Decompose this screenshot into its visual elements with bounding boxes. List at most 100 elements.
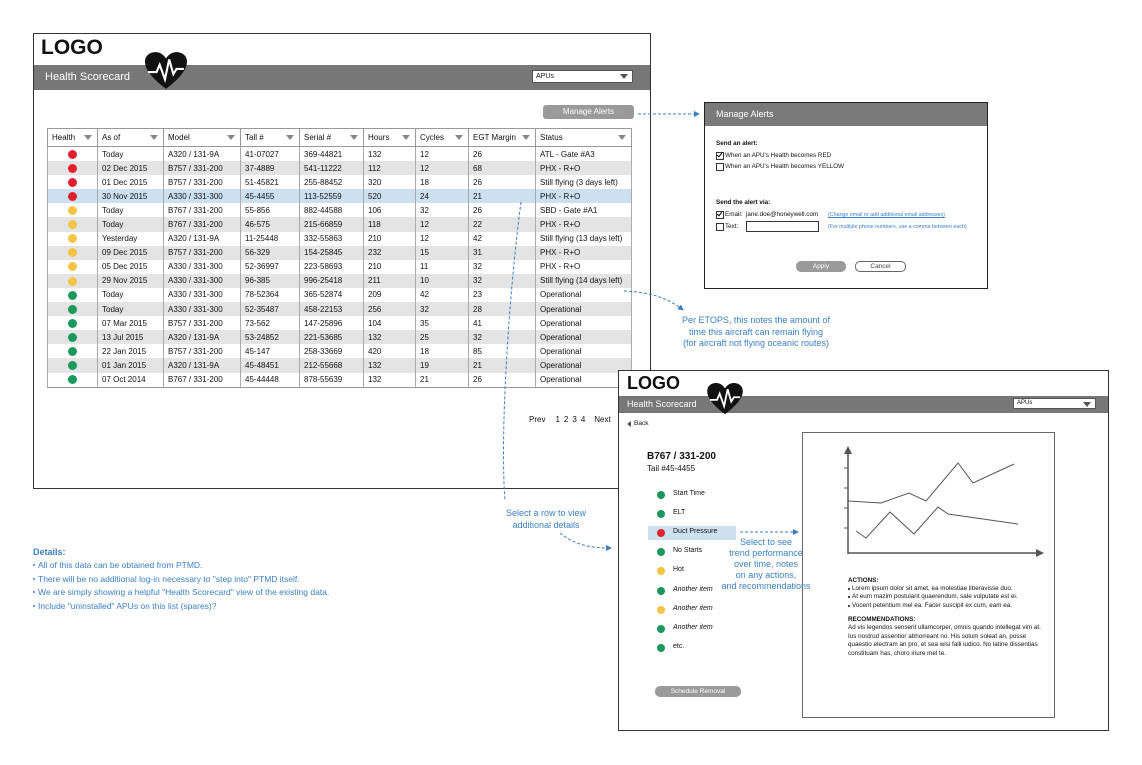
prev-link[interactable]: Prev	[529, 415, 546, 424]
page-link[interactable]: 3	[572, 415, 577, 424]
detail-item[interactable]: ELT	[673, 509, 686, 517]
column-header[interactable]: Serial #	[299, 128, 364, 147]
detail-item[interactable]: etc.	[673, 642, 685, 650]
annotation-text: trend performance	[729, 548, 803, 558]
alert-checkbox[interactable]	[716, 152, 724, 160]
health-cell	[47, 344, 98, 359]
health-cell	[47, 231, 98, 246]
detail-item[interactable]: Another item	[673, 585, 713, 593]
table-cell: 215-66859	[299, 217, 364, 232]
detail-item[interactable]: Hot	[673, 566, 684, 574]
page-link[interactable]: 1	[555, 415, 560, 424]
chart-panel	[802, 432, 1055, 718]
table-cell: B757 / 331-200	[163, 316, 241, 331]
actions-title: ACTIONS:	[848, 577, 879, 584]
column-header[interactable]: Hours	[363, 128, 416, 147]
back-link[interactable]: Back	[634, 420, 649, 427]
table-row[interactable]: 07 Oct 2014 B767 / 331-200 45-44448 878-556…	[47, 372, 632, 388]
change-email-link[interactable]: (Change email or add additional email ad…	[828, 212, 945, 218]
trend-chart	[844, 446, 1044, 557]
health-dot	[68, 290, 77, 300]
table-row[interactable]: Today A330 / 331-300 52-35487 458-22153 256 3…	[47, 302, 632, 317]
schedule-removal-button[interactable]: Schedule Removal	[655, 686, 741, 697]
table-row[interactable]: Today A320 / 131-9A 41-07027 369-44821 132 12…	[47, 146, 632, 162]
pagination: Prev 1 2 3 4 Next	[529, 415, 611, 424]
detail-item[interactable]: No Starts	[673, 547, 703, 555]
table-cell: 85	[468, 344, 536, 359]
table-row[interactable]: Yesterday A320 / 131-9A 11-25448 332-55863 2…	[47, 231, 632, 246]
bullet	[33, 564, 35, 566]
asset-dropdown[interactable]: APUs	[532, 70, 633, 83]
details-item: Include "uninstalled" APUs on this list …	[38, 600, 217, 611]
detail-item[interactable]: Start Time	[673, 490, 705, 497]
table-cell: A330 / 331-300	[163, 273, 241, 288]
bullet	[33, 604, 35, 607]
action-item: Lorem ipsum dolor sit amet, ea molestiae…	[852, 585, 1013, 592]
table-cell: 07 Mar 2015	[97, 316, 164, 331]
table-row[interactable]: 01 Dec 2015 B757 / 331-200 51-45821 255-884…	[47, 175, 632, 190]
detail-item[interactable]: Another item	[673, 623, 713, 631]
next-link[interactable]: Next	[594, 415, 611, 424]
table-row[interactable]: 22 Jan 2015 B757 / 331-200 45-147 258-33669…	[47, 344, 632, 359]
table-cell: 10	[415, 273, 469, 288]
modal-title: Manage Alerts	[716, 109, 774, 119]
detail-item[interactable]: Another item	[673, 604, 713, 612]
table-cell: 232	[363, 245, 416, 260]
bullet	[848, 604, 850, 607]
table-row[interactable]: 09 Dec 2015 B757 / 331-200 56-329 154-25845…	[47, 245, 632, 260]
table-cell: 41-07027	[240, 146, 300, 162]
column-header[interactable]: Tall #	[240, 128, 300, 147]
phone-input[interactable]	[746, 221, 819, 232]
email-checkbox[interactable]	[716, 211, 724, 219]
status-dot	[657, 567, 665, 576]
table-cell: 12	[415, 231, 469, 246]
health-dot	[68, 318, 77, 328]
cancel-button[interactable]: Cancel	[855, 261, 906, 272]
table-row[interactable]: 29 Nov 2015 A330 / 331-300 96-385 996-25418…	[47, 273, 632, 288]
text-checkbox[interactable]	[716, 223, 724, 231]
table-cell: 45-44448	[240, 372, 300, 388]
table-row[interactable]: 30 Nov 2015 A330 / 331-300 45-4455 113-5255…	[47, 189, 632, 204]
column-header[interactable]: EGT Margin	[468, 128, 536, 147]
table-row[interactable]: Today B767 / 331-200 55-856 882-44588 106 32 2…	[47, 203, 632, 218]
health-cell	[47, 287, 98, 303]
manage-alerts-button[interactable]: Manage Alerts	[543, 105, 634, 119]
column-header[interactable]: As of	[97, 128, 164, 147]
detail-item[interactable]: Duct Pressure	[673, 528, 718, 536]
detail-dropdown[interactable]: APUs	[1013, 398, 1096, 409]
table-cell: Yesterday	[97, 231, 164, 246]
health-cell	[47, 330, 98, 345]
table-cell: Today	[97, 302, 164, 317]
table-row[interactable]: 07 Mar 2015 B757 / 331-200 73-562 147-25896…	[47, 316, 632, 331]
table-cell: 210	[363, 259, 416, 274]
page-link[interactable]: 2	[563, 415, 569, 424]
status-dot	[657, 605, 665, 614]
column-header[interactable]: Health	[47, 128, 98, 147]
table-row[interactable]: Today A330 / 331-300 78-52364 365-52874 209 4…	[47, 287, 632, 303]
table-row[interactable]: 05 Dec 2015 A330 / 331-300 52-36997 223-586…	[47, 259, 632, 274]
column-header[interactable]: Cycles	[415, 128, 469, 147]
table-cell: 07 Oct 2014	[97, 372, 164, 388]
table-cell: 68	[468, 161, 536, 176]
table-cell: 221-53685	[299, 330, 364, 345]
table-cell: PHX - R+O	[535, 245, 632, 260]
table-cell: 12	[415, 161, 469, 176]
table-cell: 02 Dec 2015	[97, 161, 164, 176]
column-header[interactable]: Model	[163, 128, 241, 147]
page-link[interactable]: 4	[580, 415, 586, 424]
logo: LOGO	[41, 36, 103, 59]
bullet	[33, 577, 35, 580]
table-cell: 96-385	[240, 273, 300, 288]
table-row[interactable]: 02 Dec 2015 B757 / 331-200 37-4889 541-1122…	[47, 161, 632, 176]
apply-button[interactable]: Apply	[796, 261, 846, 272]
table-row[interactable]: Today B767 / 331-200 46-575 215-66859 118 12 2…	[47, 217, 632, 232]
table-row[interactable]: 13 Jul 2015 A320 / 131-9A 53-24852 221-5368…	[47, 330, 632, 345]
table-cell: 46-575	[240, 217, 300, 232]
column-header[interactable]: Status	[535, 128, 632, 147]
table-row[interactable]: 01 Jan 2015 A320 / 131-9A 45-48451 212-5566…	[47, 358, 632, 373]
table-cell: 32	[468, 273, 536, 288]
health-dot	[68, 332, 77, 342]
health-dot	[68, 361, 77, 371]
alert-checkbox[interactable]	[716, 163, 724, 171]
table-cell: 223-58693	[299, 259, 364, 274]
